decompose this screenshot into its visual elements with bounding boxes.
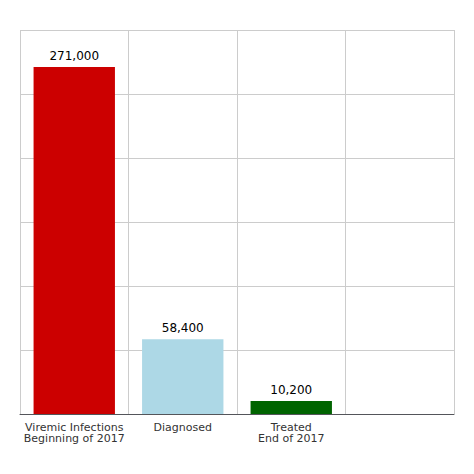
svg-text:Diagnosed: Diagnosed [154,421,212,434]
svg-text:Beginning of 2017: Beginning of 2017 [24,432,125,445]
svg-text:Viremic Infections: Viremic Infections [25,421,124,434]
svg-text:271,000: 271,000 [49,49,99,63]
svg-text:Treated: Treated [270,421,312,434]
svg-text:58,400: 58,400 [162,321,204,335]
svg-text:10,200: 10,200 [270,383,312,397]
svg-text:End of 2017: End of 2017 [258,432,325,445]
